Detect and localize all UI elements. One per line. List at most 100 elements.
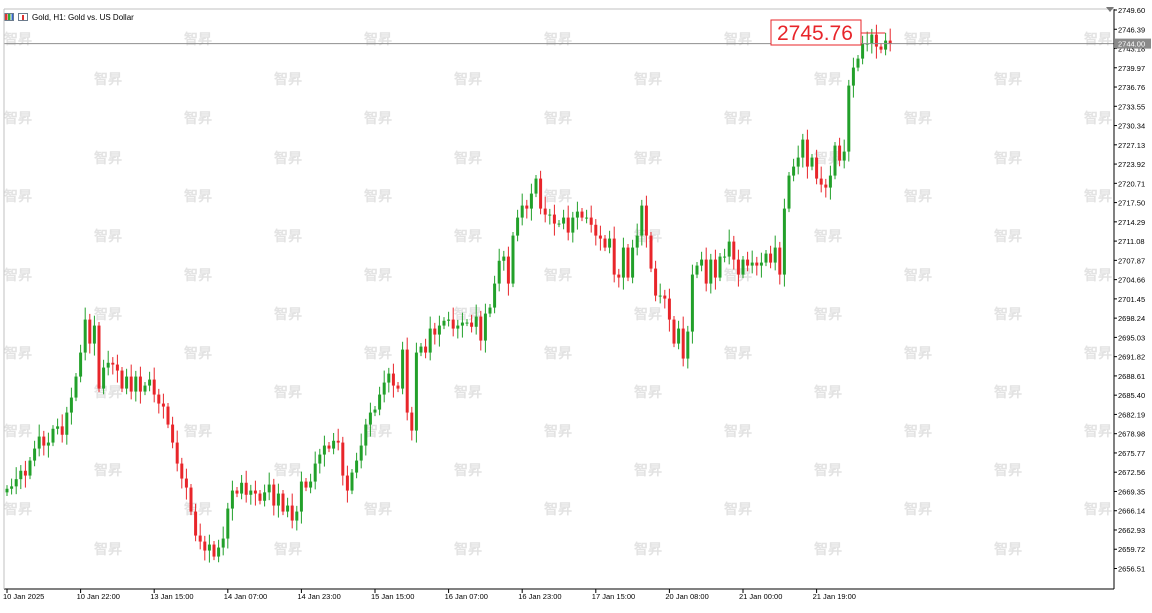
candle-body <box>456 325 460 329</box>
candle-body <box>796 157 800 167</box>
price-tag-text: 2744.00 <box>1118 40 1145 49</box>
watermark-text: 智昇 <box>1083 345 1112 361</box>
candle-body <box>14 479 18 487</box>
candle-body <box>23 470 27 476</box>
watermark-text: 智昇 <box>1083 501 1112 517</box>
candle-body <box>672 319 676 344</box>
candle-body <box>304 481 308 488</box>
candle-body <box>470 322 474 327</box>
x-tick-label: 15 Jan 15:00 <box>371 592 414 601</box>
candle-body <box>598 235 602 239</box>
candle-body <box>378 394 382 410</box>
candle-body <box>143 385 147 392</box>
candle-body <box>194 511 198 536</box>
candle-body <box>272 484 276 506</box>
candle-body <box>60 426 64 435</box>
candle-body <box>217 547 221 557</box>
candle-body <box>175 442 179 464</box>
candle-body <box>534 178 538 194</box>
candle-body <box>161 403 165 407</box>
watermark-text: 智昇 <box>633 541 662 557</box>
candle-body <box>253 490 257 494</box>
candle-body <box>51 428 55 443</box>
candle-body <box>327 445 331 449</box>
candle-body <box>718 256 722 278</box>
watermark-text: 智昇 <box>3 267 32 283</box>
candle-body <box>350 472 354 491</box>
watermark-text: 智昇 <box>633 150 662 166</box>
x-tick-label: 20 Jan 08:00 <box>665 592 708 601</box>
watermark-text: 智昇 <box>813 384 842 400</box>
watermark-text: 智昇 <box>813 541 842 557</box>
candle-body <box>557 223 561 225</box>
candle-body <box>543 208 547 215</box>
candle-body <box>318 454 322 464</box>
y-tick-label: 2707.87 <box>1118 256 1145 265</box>
candle-body <box>129 376 133 392</box>
candle-body <box>805 139 809 167</box>
x-axis: 10 Jan 2025 10 Jan 22:00 13 Jan 15:00 14 Ja… <box>3 589 856 601</box>
watermark-text: 智昇 <box>453 541 482 557</box>
candle-body <box>663 295 667 299</box>
y-tick-label: 2685.40 <box>1118 391 1145 400</box>
watermark-text: 智昇 <box>543 267 572 283</box>
watermark-text: 智昇 <box>633 306 662 322</box>
watermark-text: 智昇 <box>723 423 752 439</box>
candle-body <box>842 151 846 161</box>
candle-body <box>221 538 225 548</box>
candle-body <box>851 67 855 86</box>
candle-body <box>69 397 73 413</box>
candle-body <box>562 217 566 224</box>
candle-body <box>764 253 768 263</box>
y-tick-label: 2730.34 <box>1118 122 1145 131</box>
watermark-text: 智昇 <box>1083 188 1112 204</box>
y-tick-label: 2727.13 <box>1118 141 1145 150</box>
watermark-text: 智昇 <box>3 188 32 204</box>
candle-body <box>465 322 469 324</box>
candle-body <box>138 376 142 392</box>
candle-body <box>447 319 451 321</box>
candlestick-icon[interactable] <box>18 13 28 21</box>
candle-body <box>677 328 681 344</box>
candle-body <box>566 217 570 233</box>
watermark-text: 智昇 <box>3 31 32 47</box>
y-tick-label: 2669.35 <box>1118 487 1145 496</box>
candle-body <box>396 385 400 389</box>
candle-body <box>516 217 520 236</box>
candle-body <box>345 475 349 491</box>
candle-body <box>644 205 648 236</box>
watermark-text: 智昇 <box>813 462 842 478</box>
watermark-text: 智昇 <box>543 31 572 47</box>
candle-body <box>433 328 437 335</box>
candle-body <box>212 544 216 557</box>
y-tick-label: 2688.61 <box>1118 372 1145 381</box>
candle-body <box>203 541 207 551</box>
y-tick-label: 2656.51 <box>1118 565 1145 574</box>
candle-body <box>391 373 395 386</box>
y-tick-label: 2739.97 <box>1118 64 1145 73</box>
price-tag-box <box>1115 38 1151 49</box>
candle-body <box>580 211 584 218</box>
y-tick-label: 2723.92 <box>1118 160 1145 169</box>
candle-body <box>341 442 345 476</box>
y-tick-label: 2733.55 <box>1118 102 1145 111</box>
watermark-text: 智昇 <box>273 462 302 478</box>
watermark-text: 智昇 <box>543 110 572 126</box>
candle-body <box>359 445 363 461</box>
y-tick-label: 2691.82 <box>1118 353 1145 362</box>
candle-body <box>612 238 616 275</box>
candle-body <box>695 265 699 275</box>
candle-body <box>732 241 736 260</box>
candle-body <box>888 40 892 44</box>
candle-body <box>833 145 837 176</box>
price-label-box <box>770 19 862 46</box>
candle-body <box>828 175 832 188</box>
watermark-text: 智昇 <box>273 541 302 557</box>
candle-body <box>120 370 124 389</box>
y-tick-label: 2720.71 <box>1118 179 1145 188</box>
candle-body <box>258 493 262 501</box>
watermark-text: 智昇 <box>183 345 212 361</box>
candle-body <box>332 440 336 449</box>
